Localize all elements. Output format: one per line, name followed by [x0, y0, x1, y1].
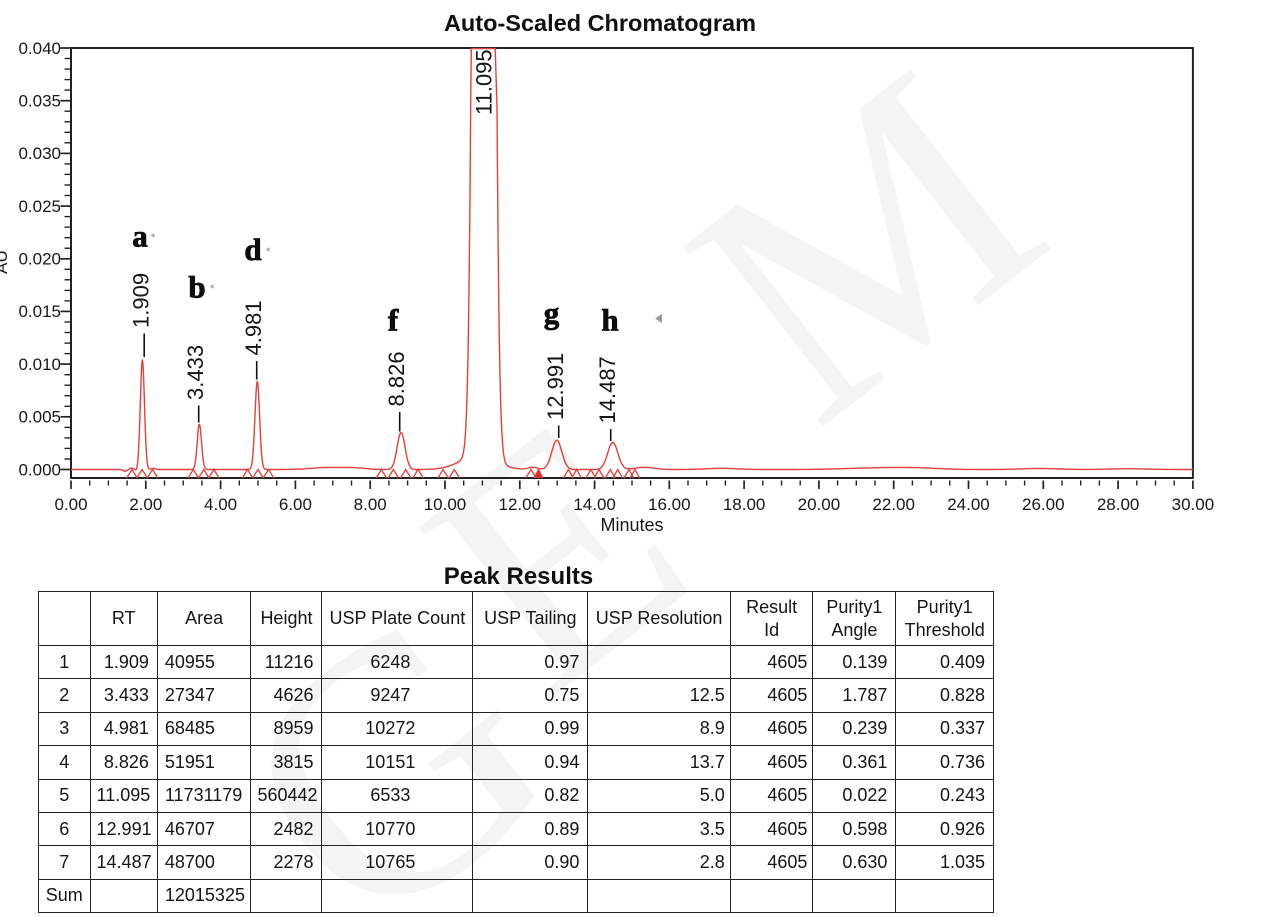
svg-text:Minutes: Minutes	[600, 515, 663, 535]
svg-text:1.909: 1.909	[129, 273, 154, 328]
svg-text:f: f	[388, 303, 399, 338]
svg-text:0.005: 0.005	[18, 408, 61, 427]
svg-text:22.00: 22.00	[872, 495, 915, 514]
svg-text:0.00: 0.00	[54, 495, 87, 514]
svg-text:2.00: 2.00	[129, 495, 162, 514]
svg-text:0.015: 0.015	[18, 302, 61, 321]
svg-text:30.00: 30.00	[1172, 495, 1215, 514]
svg-text:0.000: 0.000	[18, 460, 61, 479]
svg-text:26.00: 26.00	[1022, 495, 1065, 514]
svg-text:14.487: 14.487	[595, 356, 620, 423]
svg-text:20.00: 20.00	[798, 495, 841, 514]
svg-text:12.00: 12.00	[499, 495, 542, 514]
svg-text:6.00: 6.00	[279, 495, 312, 514]
svg-text:b: b	[188, 270, 205, 305]
svg-text:28.00: 28.00	[1097, 495, 1140, 514]
svg-text:14.00: 14.00	[573, 495, 616, 514]
svg-text:12.991: 12.991	[543, 353, 568, 420]
svg-text:8.00: 8.00	[354, 495, 387, 514]
svg-text:11.095: 11.095	[472, 49, 497, 115]
svg-text:AU: AU	[0, 250, 11, 274]
svg-text:3.433: 3.433	[183, 345, 208, 400]
svg-text:Auto-Scaled Chromatogram: Auto-Scaled Chromatogram	[444, 10, 756, 36]
svg-text:4.00: 4.00	[204, 495, 237, 514]
svg-text:0.040: 0.040	[18, 39, 61, 58]
svg-text:0.035: 0.035	[18, 92, 61, 111]
svg-text:g: g	[544, 296, 560, 331]
svg-text:0.030: 0.030	[18, 144, 61, 163]
svg-text:4.981: 4.981	[241, 300, 266, 355]
svg-text:h: h	[601, 303, 618, 338]
svg-text:8.826: 8.826	[384, 351, 409, 406]
svg-text:a: a	[132, 219, 148, 254]
svg-text:10.00: 10.00	[424, 495, 467, 514]
svg-text:24.00: 24.00	[947, 495, 990, 514]
svg-text:d: d	[244, 232, 261, 267]
svg-text:16.00: 16.00	[648, 495, 691, 514]
svg-text:18.00: 18.00	[723, 495, 766, 514]
svg-text:0.010: 0.010	[18, 355, 61, 374]
svg-text:0.025: 0.025	[18, 197, 61, 216]
svg-text:0.020: 0.020	[18, 250, 61, 269]
